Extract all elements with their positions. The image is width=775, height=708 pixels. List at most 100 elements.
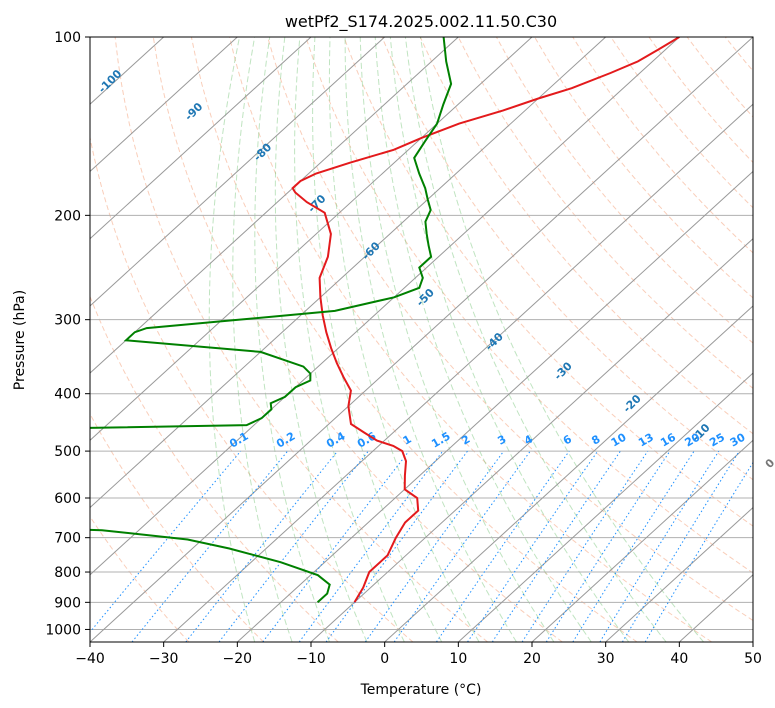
y-tick-label: 100 — [54, 30, 81, 46]
isotherm-line — [90, 37, 386, 307]
moist-adiabat-line — [274, 37, 368, 642]
dry-adiabat-line — [763, 37, 775, 642]
dry-adiabat-line — [90, 412, 264, 642]
isotherm-line — [90, 37, 607, 509]
mixing-ratio-line — [185, 450, 338, 642]
dry-adiabat-line — [114, 37, 488, 642]
dry-adiabat-label: -30 — [552, 359, 575, 382]
dry-adiabat-label: -20 — [621, 392, 644, 415]
mixing-ratio-label: 16 — [658, 430, 678, 449]
mixing-ratio-label: 10 — [609, 430, 629, 449]
y-tick-label: 200 — [54, 208, 81, 224]
moist-adiabat-line — [404, 37, 667, 642]
y-tick-label: 300 — [54, 313, 81, 329]
moist-adiabat-line — [420, 37, 704, 642]
profile-line — [90, 37, 453, 604]
mixing-ratio-line — [572, 450, 695, 642]
mixing-ratio-label: 0.1 — [227, 430, 250, 451]
mixing-ratio-line — [131, 450, 288, 642]
mixing-ratio-label: 13 — [636, 431, 656, 450]
mixing-ratio-label: 1 — [401, 433, 414, 448]
x-axis: −40 −30 −20 −10 0 10 20 30 40 50 — [75, 642, 762, 667]
moist-adiabat-line — [312, 37, 443, 642]
mixing-ratio-label: 4 — [522, 432, 535, 447]
x-tick-label: 40 — [670, 651, 688, 667]
dry-adiabat-line — [343, 37, 753, 527]
x-axis-label: Temperature (°C) — [360, 682, 482, 698]
dry-adiabat-line — [90, 295, 339, 642]
dry-adiabat-label: -60 — [360, 239, 383, 262]
mixing-ratio-line — [262, 450, 410, 642]
mixing-ratio-line — [218, 450, 369, 642]
isotherm-line — [752, 641, 753, 642]
dry-adiabat-line — [724, 37, 753, 72]
isotherm-line — [236, 170, 753, 642]
pressure-gridlines — [90, 37, 753, 630]
dry-adiabat-line — [229, 37, 712, 642]
x-tick-label: −20 — [223, 651, 253, 667]
isotherm-line — [90, 37, 680, 576]
mixing-ratio-line — [298, 450, 444, 642]
isotherm-line — [605, 506, 753, 642]
mixing-ratio-label: 6 — [561, 432, 574, 447]
mixing-ratio-line — [325, 450, 468, 642]
dry-adiabat-line — [305, 37, 753, 574]
mixing-ratio-line — [393, 450, 531, 642]
dry-adiabat-label: -80 — [251, 140, 274, 163]
x-tick-label: 20 — [523, 651, 541, 667]
y-tick-label: 500 — [54, 444, 81, 460]
dry-adiabat-line — [152, 37, 563, 642]
moist-adiabat-line — [294, 37, 405, 642]
isotherm-line — [531, 439, 753, 642]
dry-adiabat-line — [572, 37, 753, 254]
moist-adiabat-line — [344, 37, 517, 642]
mixing-ratio-labels: 0.1 0.2 0.4 0.6 1 1.5 2 3 4 6 8 10 13 16 20 25 30 — [227, 429, 747, 450]
mixing-ratio-line — [521, 450, 649, 642]
profile-line — [291, 37, 680, 603]
x-tick-label: 50 — [744, 651, 762, 667]
dry-adiabat-line — [90, 515, 190, 642]
x-tick-label: −30 — [149, 651, 179, 667]
isotherm-lines — [90, 37, 753, 642]
dry-adiabat-line — [534, 37, 753, 299]
dry-adiabat-line — [457, 37, 753, 389]
mixing-ratio-line — [467, 450, 599, 642]
y-tick-label: 900 — [54, 595, 81, 611]
x-tick-label: −10 — [296, 651, 326, 667]
dry-adiabat-line — [190, 37, 638, 642]
isotherm-line — [163, 103, 753, 642]
moist-adiabat-line — [208, 37, 256, 642]
moist-adiabat-line — [389, 37, 630, 642]
dry-adiabat-line — [686, 37, 753, 118]
isotherm-line — [384, 305, 753, 642]
mixing-ratio-line — [435, 450, 570, 642]
dry-adiabat-label: 0 — [763, 456, 775, 471]
dry-adiabat-line — [495, 37, 753, 344]
mixing-ratio-line — [364, 450, 505, 642]
y-tick-label: 400 — [54, 387, 81, 403]
dry-adiabat-label: -90 — [182, 100, 205, 123]
dry-adiabat-line — [381, 37, 753, 481]
y-tick-label: 1000 — [45, 622, 81, 638]
x-tick-label: 0 — [380, 651, 389, 667]
y-tick-label: 700 — [54, 531, 81, 547]
moist-adiabat-line — [328, 37, 480, 642]
x-tick-label: 30 — [597, 651, 615, 667]
mixing-ratio-line — [621, 450, 740, 642]
mixing-ratio-line — [599, 450, 720, 642]
isotherm-line — [90, 37, 312, 240]
y-axis-label: Pressure (hPa) — [12, 290, 28, 390]
y-tick-label: 800 — [54, 565, 81, 581]
isotherm-line — [457, 372, 753, 642]
profile-lines — [90, 37, 680, 604]
mixing-ratio-lines — [90, 450, 753, 642]
dry-adiabat-line — [267, 37, 753, 622]
dry-adiabat-line — [419, 37, 753, 435]
y-tick-label: 600 — [54, 491, 81, 507]
isotherm-line — [90, 37, 238, 173]
y-axis: 100 200 300 400 500 600 700 800 900 1000 — [45, 30, 90, 638]
chart-title: wetPf2_S174.2025.002.11.50.C30 — [285, 12, 557, 32]
mixing-ratio-line — [491, 450, 621, 642]
